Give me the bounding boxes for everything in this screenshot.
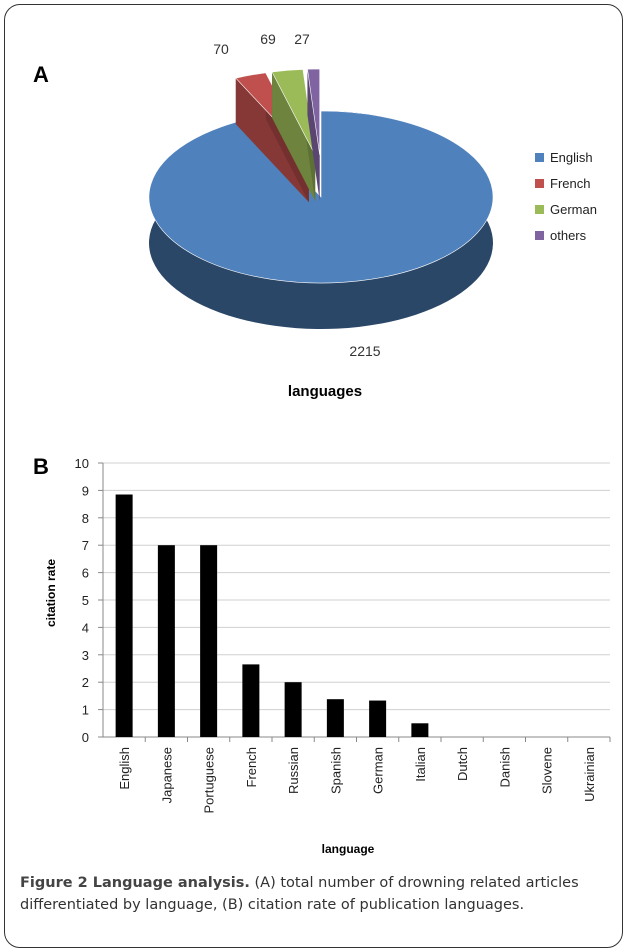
bar-y-ticks: 0 1 2 3 4 5 6 7 8 9 10: [75, 456, 89, 745]
pie-data-label-german: 69: [260, 31, 276, 47]
legend-item-french: French: [535, 176, 590, 191]
panel-label-b: B: [33, 454, 49, 479]
pie-slice-english: [148, 110, 494, 329]
bar-italian: [411, 723, 429, 737]
y-tick-label: 4: [82, 620, 89, 635]
x-tick-label: Russian: [286, 747, 301, 794]
bar-french: [242, 664, 260, 737]
bar-chart-panel: B 0 1 2 3 4 5 6 7 8 9 10 English Japanese Portuguese…: [33, 454, 611, 856]
legend-label: French: [550, 176, 590, 191]
x-tick-label: Slovene: [540, 747, 555, 794]
bar-series: [115, 494, 429, 737]
pie-chart-panel: A 2215 70 69 27 English French German others l…: [33, 31, 597, 400]
y-tick-label: 5: [82, 593, 89, 608]
x-tick-label: German: [371, 747, 386, 794]
pie-data-label-others: 27: [294, 31, 310, 47]
legend-label: others: [550, 228, 587, 243]
pie-data-labels: 2215 70 69 27: [213, 31, 381, 359]
y-tick-label: 1: [82, 703, 89, 718]
bar-german: [369, 700, 387, 737]
x-tick-label: English: [117, 747, 132, 790]
pie-slices: [148, 68, 494, 329]
bar-english: [115, 494, 133, 737]
y-tick-label: 0: [82, 730, 89, 745]
x-tick-label: French: [244, 747, 259, 787]
pie-legend: English French German others: [535, 150, 597, 243]
legend-item-german: German: [535, 202, 597, 217]
x-tick-label: Italian: [413, 747, 428, 782]
caption-text: (A) total number of drowning related art…: [20, 875, 579, 913]
y-tick-label: 9: [82, 483, 89, 498]
x-tick-label: Ukrainian: [582, 747, 597, 802]
legend-swatch: [535, 231, 544, 240]
y-tick-label: 6: [82, 566, 89, 581]
legend-swatch: [535, 153, 544, 162]
legend-label: German: [550, 202, 597, 217]
x-tick-label: Spanish: [328, 747, 343, 794]
pie-data-label-french: 70: [213, 41, 229, 57]
bar-japanese: [157, 545, 175, 737]
pie-slice-german: [271, 69, 316, 202]
legend-item-others: others: [535, 228, 587, 243]
bar-y-axis-label: citation rate: [44, 559, 58, 627]
caption-title: Figure 2 Language analysis.: [20, 875, 250, 891]
pie-data-label-english: 2215: [349, 343, 380, 359]
pie-title: languages: [288, 383, 362, 400]
legend-label: English: [550, 150, 593, 165]
bar-gridlines: [98, 462, 611, 742]
figure-caption: Figure 2 Language analysis. (A) total nu…: [20, 872, 612, 916]
y-tick-label: 7: [82, 538, 89, 553]
y-tick-label: 2: [82, 675, 89, 690]
x-tick-label: Dutch: [455, 747, 470, 781]
y-tick-label: 8: [82, 511, 89, 526]
bar-x-axis-label: language: [322, 842, 375, 856]
bar-russian: [284, 682, 302, 737]
panel-label-a: A: [33, 62, 49, 87]
legend-swatch: [535, 179, 544, 188]
legend-swatch: [535, 205, 544, 214]
figure-frame: [4, 4, 623, 948]
legend-item-english: English: [535, 150, 593, 165]
y-tick-label: 3: [82, 648, 89, 663]
x-tick-label: Portuguese: [202, 747, 217, 814]
bar-portuguese: [200, 545, 218, 737]
bar-x-ticks: English Japanese Portuguese French Russian Sp…: [117, 747, 597, 814]
bar-spanish: [326, 699, 344, 737]
pie-slice-others: [307, 68, 321, 202]
x-tick-label: Danish: [497, 747, 512, 787]
y-tick-label: 10: [75, 456, 89, 471]
x-tick-label: Japanese: [159, 747, 174, 803]
